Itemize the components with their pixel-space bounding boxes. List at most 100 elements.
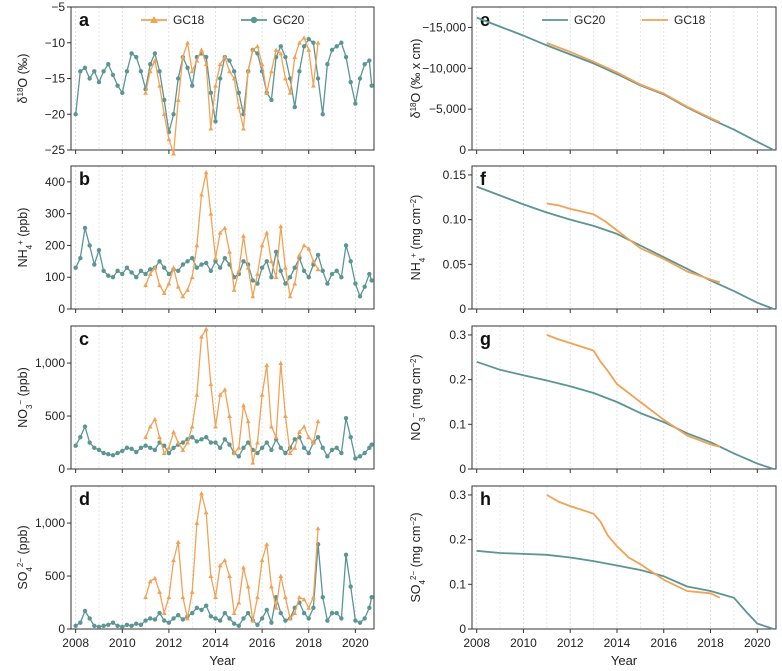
x-tick-label: 2010 <box>109 636 136 650</box>
data-point-gc20 <box>264 607 269 613</box>
data-point-gc20 <box>73 112 78 117</box>
data-point-gc18 <box>161 610 167 616</box>
data-point-gc18 <box>278 51 284 56</box>
data-point-gc18 <box>227 413 232 418</box>
label-part: 18 <box>409 102 418 111</box>
data-point-gc18 <box>269 68 274 74</box>
data-point-gc20 <box>138 268 144 274</box>
data-point-gc18 <box>199 47 204 52</box>
data-point-gc20 <box>334 445 339 451</box>
data-point-gc20 <box>124 622 130 627</box>
data-point-gc20 <box>241 259 246 264</box>
data-point-gc20 <box>217 445 223 451</box>
data-point-gc20 <box>134 449 139 455</box>
y-tick-label: 0.3 <box>449 328 466 342</box>
data-point-gc20 <box>176 268 181 274</box>
data-point-gc18 <box>245 68 251 74</box>
data-point-gc20 <box>269 447 274 453</box>
data-point-gc18 <box>311 258 316 264</box>
data-point-gc18 <box>250 47 256 52</box>
data-point-gc18 <box>227 573 232 578</box>
data-point-gc20 <box>283 54 288 60</box>
data-point-gc18 <box>250 293 256 299</box>
data-point-gc20 <box>87 440 92 445</box>
data-point-gc18 <box>143 594 148 600</box>
data-point-gc20 <box>190 610 195 616</box>
data-point-gc20 <box>96 248 102 253</box>
data-point-gc20 <box>353 101 358 106</box>
data-point-gc18 <box>245 584 251 589</box>
data-point-gc18 <box>283 265 288 270</box>
label-part: O (‰) <box>16 54 30 88</box>
data-point-gc18 <box>222 54 228 59</box>
label-part: + <box>16 240 25 245</box>
data-point-gc20 <box>343 552 349 558</box>
data-point-gc18 <box>222 387 228 392</box>
label-part: δ <box>409 111 423 118</box>
data-point-gc18 <box>241 403 246 408</box>
data-point-gc18 <box>171 265 176 270</box>
data-point-gc20 <box>348 79 353 85</box>
data-point-gc20 <box>213 440 218 445</box>
data-point-gc20 <box>292 104 297 110</box>
data-point-gc18 <box>152 58 158 63</box>
data-point-gc18 <box>287 450 293 456</box>
data-point-gc20 <box>129 51 134 56</box>
data-point-gc20 <box>134 621 139 626</box>
y-tick-label: 0.15 <box>443 168 467 182</box>
data-point-gc20 <box>357 76 363 81</box>
data-point-gc20 <box>329 447 335 453</box>
data-point-gc18 <box>194 520 200 525</box>
data-point-gc18 <box>311 83 316 88</box>
y-tick-label: 0 <box>58 462 65 476</box>
data-point-gc20 <box>339 275 344 280</box>
data-point-gc18 <box>287 616 293 621</box>
label-part: 4 <box>418 579 427 584</box>
x-tick-label: 2012 <box>557 636 584 650</box>
data-point-gc18 <box>311 440 316 445</box>
data-point-gc18 <box>213 424 218 429</box>
data-point-gc20 <box>236 90 242 96</box>
data-point-gc18 <box>199 334 204 339</box>
panel-a: −25 −20 −15 −10 −5 δ18O (‰) a GC18 GC20 <box>16 0 375 157</box>
data-point-gc20 <box>87 76 92 81</box>
y-axis-label: SO42− (mg cm−2) <box>409 512 427 602</box>
data-point-gc20 <box>190 435 195 440</box>
series-line-gc20 <box>476 360 774 470</box>
data-point-gc20 <box>264 259 269 264</box>
y-tick-label: −10 <box>45 36 66 50</box>
data-point-gc20 <box>222 610 228 616</box>
y-axis-label: NH4+ (mg cm−2) <box>409 195 427 281</box>
data-point-gc20 <box>329 47 335 53</box>
data-point-gc20 <box>269 97 274 103</box>
legend-label-gc20: GC20 <box>574 13 606 27</box>
data-point-gc20 <box>143 443 148 448</box>
data-point-gc18 <box>185 440 190 445</box>
data-point-gc18 <box>203 326 209 332</box>
data-point-gc20 <box>115 450 120 456</box>
data-point-gc20 <box>180 617 186 622</box>
data-point-gc20 <box>208 90 214 96</box>
data-point-gc18 <box>236 268 242 273</box>
x-tick-label: 2016 <box>249 636 276 650</box>
data-point-gc20 <box>227 616 232 621</box>
data-point-gc18 <box>189 424 195 429</box>
x-tick-label: 2008 <box>62 636 89 650</box>
data-point-gc20 <box>92 69 97 74</box>
x-tick-label: 2010 <box>510 636 537 650</box>
y-tick-label: 0 <box>459 143 466 157</box>
data-point-gc20 <box>301 44 307 49</box>
label-part: − <box>16 400 25 405</box>
data-point-gc18 <box>255 440 260 445</box>
data-point-gc20 <box>334 44 339 49</box>
data-point-gc18 <box>306 434 312 440</box>
data-point-gc20 <box>162 265 167 270</box>
data-point-gc20 <box>87 243 92 248</box>
y-tick-label: −20 <box>45 107 66 121</box>
label-part: + <box>409 253 418 258</box>
data-point-gc18 <box>255 271 260 276</box>
data-point-gc18 <box>241 233 246 238</box>
series-line-gc18 <box>546 334 721 448</box>
data-point-gc18 <box>241 565 246 570</box>
